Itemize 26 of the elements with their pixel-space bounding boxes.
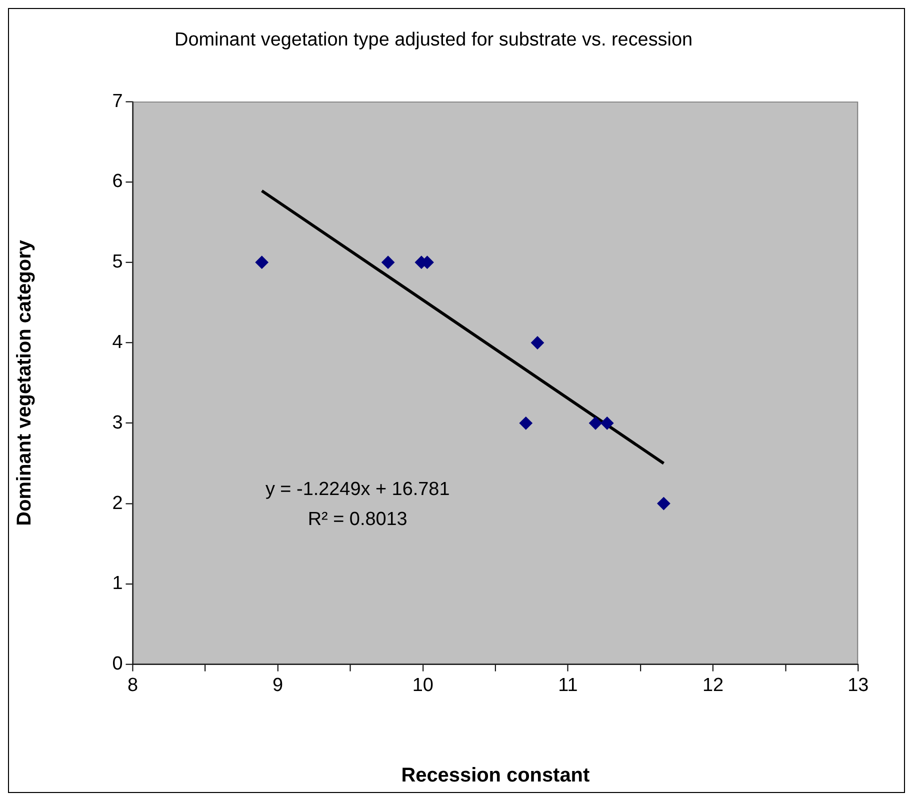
annotation: R² = 0.8013 [308,509,408,530]
y-tick-label: 6 [112,171,123,192]
y-tick-label: 7 [112,90,123,112]
y-tick-label: 4 [112,332,123,353]
x-tick-label: 9 [272,674,284,696]
point [600,416,614,430]
x-tick-label: 11 [558,674,578,696]
x-tick-label: 12 [702,674,724,696]
y-tick-label: 5 [112,252,123,273]
x-tick-label: 8 [127,674,138,696]
point [531,336,544,350]
y-axis-title: Dominant vegetation category [13,240,36,526]
point [255,256,268,269]
y-tick-label: 3 [112,412,123,434]
point [657,497,670,510]
point [519,416,532,430]
x-axis-title: Recession constant [401,764,590,787]
annotation: y = -1.2249x + 16.781 [265,479,450,500]
point [589,416,602,430]
x-tick-label: 10 [412,674,434,696]
y-tick-label: 1 [112,573,123,594]
y-tick-label: 2 [112,492,123,514]
chart-title: Dominant vegetation type adjusted for substrate vs. recession [174,30,693,51]
y-tick-label: 0 [112,654,123,675]
x-tick-label: 13 [848,674,869,696]
point [382,256,395,269]
